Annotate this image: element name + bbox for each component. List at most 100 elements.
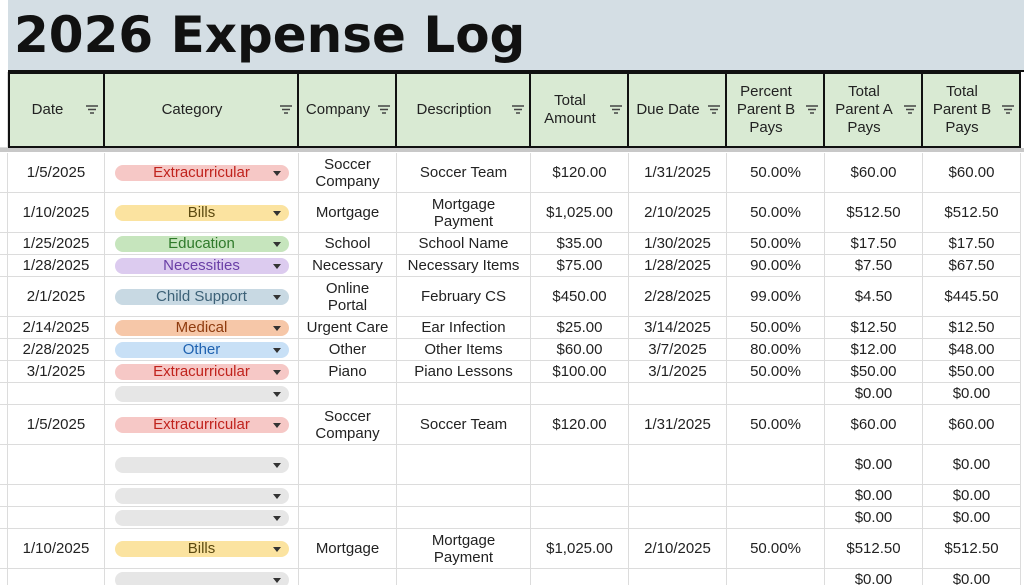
parent-a-cell: $50.00 xyxy=(825,361,923,383)
description-cell xyxy=(397,485,531,507)
parent-a-cell: $512.50 xyxy=(825,529,923,569)
parent-a-cell: $17.50 xyxy=(825,233,923,255)
company-cell: Necessary xyxy=(299,255,397,277)
filter-button[interactable] xyxy=(280,105,292,114)
filter-button[interactable] xyxy=(378,105,390,114)
category-dropdown[interactable]: Necessities xyxy=(114,257,289,274)
date-cell xyxy=(8,569,105,585)
category-cell xyxy=(105,383,299,405)
filter-button[interactable] xyxy=(1002,105,1014,114)
description-cell: School Name xyxy=(397,233,531,255)
parent-a-cell: $512.50 xyxy=(825,193,923,233)
parent-a-cell: $60.00 xyxy=(825,405,923,445)
category-cell: Medical xyxy=(105,317,299,339)
amount-cell: $25.00 xyxy=(531,317,629,339)
percent-cell xyxy=(727,383,825,405)
filter-button[interactable] xyxy=(708,105,720,114)
percent-cell xyxy=(727,485,825,507)
amount-cell: $60.00 xyxy=(531,339,629,361)
description-cell: Mortgage Payment xyxy=(397,193,531,233)
amount-cell: $35.00 xyxy=(531,233,629,255)
filter-button[interactable] xyxy=(806,105,818,114)
percent-cell: 50.00% xyxy=(727,361,825,383)
category-dropdown[interactable]: Bills xyxy=(114,203,289,221)
category-label: Other xyxy=(182,340,221,358)
percent-cell: 50.00% xyxy=(727,193,825,233)
description-cell: Necessary Items xyxy=(397,255,531,277)
description-cell: Mortgage Payment xyxy=(397,529,531,569)
category-dropdown[interactable]: Extracurricular xyxy=(114,416,289,433)
row-gutter xyxy=(0,529,8,569)
category-label: Education xyxy=(168,234,235,252)
due-date-cell xyxy=(629,445,727,485)
company-cell: Mortgage xyxy=(299,193,397,233)
row-gutter xyxy=(0,485,8,507)
company-cell xyxy=(299,485,397,507)
filter-button[interactable] xyxy=(904,105,916,114)
category-dropdown[interactable]: Bills xyxy=(114,539,289,557)
due-date-cell: 3/1/2025 xyxy=(629,361,727,383)
due-date-cell: 2/28/2025 xyxy=(629,277,727,317)
amount-cell: $1,025.00 xyxy=(531,529,629,569)
company-cell: Online Portal xyxy=(299,277,397,317)
amount-cell: $120.00 xyxy=(531,405,629,445)
percent-cell: 50.00% xyxy=(727,317,825,339)
category-dropdown[interactable]: Extracurricular xyxy=(114,362,289,380)
category-dropdown[interactable]: Education xyxy=(114,234,289,252)
sheet-title: 2026 Expense Log xyxy=(14,6,526,64)
parent-a-cell: $12.50 xyxy=(825,317,923,339)
category-dropdown[interactable]: Other xyxy=(114,340,289,358)
amount-cell: $450.00 xyxy=(531,277,629,317)
date-cell: 1/28/2025 xyxy=(8,255,105,277)
column-header: Total Parent B Pays xyxy=(923,72,1021,148)
percent-cell: 50.00% xyxy=(727,233,825,255)
company-cell: Mortgage xyxy=(299,529,397,569)
description-cell: Ear Infection xyxy=(397,317,531,339)
row-gutter xyxy=(0,277,8,317)
category-label: Bills xyxy=(187,539,216,557)
category-cell: Extracurricular xyxy=(105,153,299,193)
company-cell: Other xyxy=(299,339,397,361)
parent-b-cell: $0.00 xyxy=(923,507,1021,529)
company-cell xyxy=(299,507,397,529)
column-header: Date xyxy=(8,72,105,148)
percent-cell: 50.00% xyxy=(727,405,825,445)
category-label: Extracurricular xyxy=(153,163,250,181)
column-header: Category xyxy=(105,72,299,148)
company-cell xyxy=(299,569,397,585)
column-header: Company xyxy=(299,72,397,148)
parent-b-cell: $67.50 xyxy=(923,255,1021,277)
row-gutter xyxy=(0,445,8,485)
category-cell: Necessities xyxy=(105,255,299,277)
category-dropdown[interactable]: Medical xyxy=(114,319,289,336)
row-gutter xyxy=(0,569,8,585)
due-date-cell: 2/10/2025 xyxy=(629,193,727,233)
row-gutter xyxy=(0,383,8,405)
percent-cell: 80.00% xyxy=(727,339,825,361)
amount-cell xyxy=(531,507,629,529)
category-label: Bills xyxy=(187,203,216,221)
category-dropdown[interactable]: Child Support xyxy=(114,288,289,305)
category-dropdown[interactable] xyxy=(114,456,289,473)
category-dropdown[interactable] xyxy=(114,571,289,585)
date-cell xyxy=(8,485,105,507)
category-dropdown[interactable] xyxy=(114,487,289,504)
amount-cell: $1,025.00 xyxy=(531,193,629,233)
category-dropdown[interactable] xyxy=(114,509,289,526)
row-gutter xyxy=(0,317,8,339)
percent-cell xyxy=(727,569,825,585)
filter-button[interactable] xyxy=(86,105,98,114)
filter-button[interactable] xyxy=(512,105,524,114)
category-cell: Education xyxy=(105,233,299,255)
category-label: Extracurricular xyxy=(153,362,250,380)
category-cell xyxy=(105,445,299,485)
category-cell: Other xyxy=(105,339,299,361)
parent-a-cell: $0.00 xyxy=(825,569,923,585)
due-date-cell xyxy=(629,383,727,405)
category-dropdown[interactable] xyxy=(114,385,289,402)
category-dropdown[interactable]: Extracurricular xyxy=(114,163,289,181)
due-date-cell: 1/31/2025 xyxy=(629,153,727,193)
filter-button[interactable] xyxy=(610,105,622,114)
description-cell: Soccer Team xyxy=(397,405,531,445)
